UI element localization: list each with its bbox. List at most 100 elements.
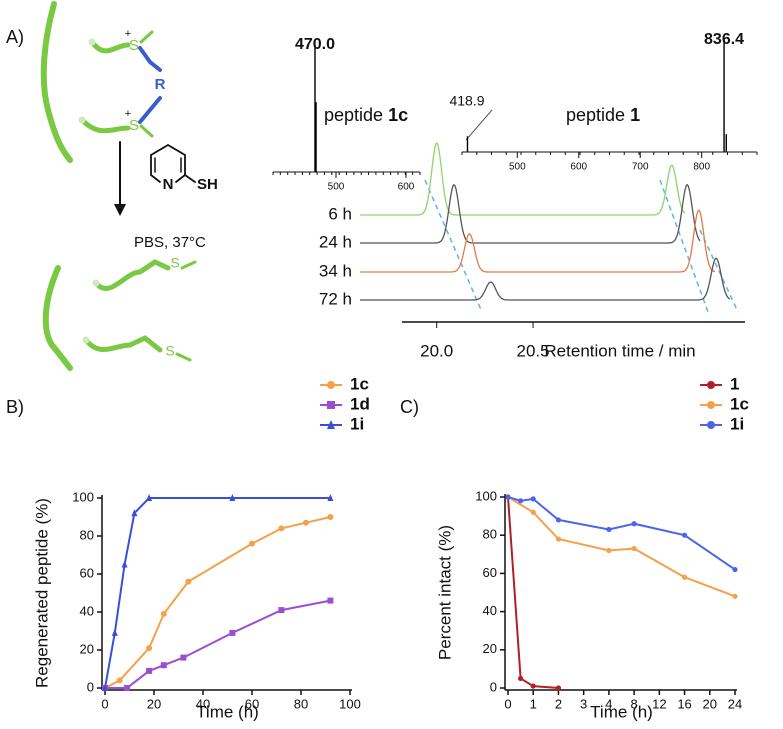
- guide-line: [424, 179, 483, 313]
- side-chain: [79, 117, 131, 134]
- marker: [302, 519, 309, 526]
- marker: [160, 610, 167, 617]
- marker: [555, 685, 562, 691]
- x-tick-label: 80: [294, 696, 308, 711]
- y-tick-label: 100: [475, 488, 497, 503]
- x-tick-label: 0: [101, 696, 108, 711]
- y-tick-label: 40: [483, 603, 497, 618]
- peptide-backbone: [42, 265, 73, 371]
- methyl: [139, 124, 154, 138]
- x-tick-label: 800: [693, 162, 710, 173]
- series-line: [105, 599, 331, 689]
- y-tick-label: 80: [483, 527, 497, 542]
- charge: +: [125, 28, 131, 40]
- sulfur: S: [129, 37, 139, 54]
- y-tick-label: 60: [483, 565, 497, 580]
- legend-label: 1d: [350, 394, 370, 413]
- marker: [606, 526, 612, 533]
- x-tick-label: 8: [630, 696, 637, 711]
- leader-line: [465, 109, 493, 141]
- trace: [360, 142, 686, 216]
- marker: [229, 629, 236, 636]
- series-line: [104, 516, 331, 689]
- x-tick-label: 600: [570, 162, 587, 173]
- x-tick-label: 24: [728, 696, 742, 711]
- y-tick-label: 0: [490, 679, 497, 694]
- side-chain: [83, 335, 163, 353]
- x-tick-label: 20.0: [420, 341, 453, 360]
- marker: [180, 654, 187, 661]
- y-tick-label: 100: [72, 489, 94, 504]
- x-tick-label: 12: [652, 696, 666, 711]
- x-axis-label: Time (h): [590, 702, 653, 721]
- trace: [360, 183, 701, 244]
- marker: [102, 684, 108, 691]
- marker: [111, 628, 118, 636]
- legend-marker: [707, 381, 715, 389]
- marker: [681, 532, 688, 538]
- arrow-head: [114, 204, 126, 216]
- legend-label: 1i: [350, 414, 364, 433]
- marker: [116, 677, 123, 684]
- x-tick-label: 500: [509, 162, 526, 173]
- legend-marker: [707, 421, 715, 429]
- x-axis-label: Time (h): [196, 702, 259, 721]
- x-axis-label: Retention time / min: [544, 341, 695, 360]
- marker: [146, 494, 153, 501]
- sulfur: S: [165, 343, 174, 359]
- peptide-backbone: [40, 1, 73, 163]
- marker: [606, 547, 612, 554]
- marker: [327, 514, 334, 520]
- title-text: peptide: [566, 105, 625, 125]
- legend-marker: [327, 401, 335, 409]
- alpha-carbon: [82, 336, 90, 344]
- x-tick-label: 700: [632, 162, 649, 173]
- marker: [555, 536, 562, 542]
- x-tick-label: 4: [605, 696, 612, 711]
- marker: [160, 662, 167, 669]
- x-tick-label: 20: [147, 696, 161, 711]
- marker: [732, 566, 738, 573]
- peak-label: 470.0: [295, 36, 335, 53]
- y-tick-label: 80: [80, 527, 94, 542]
- marker: [518, 675, 524, 682]
- x-tick-label: 600: [398, 182, 415, 193]
- y-tick-label: 20: [80, 641, 94, 656]
- legend-label: 1c: [730, 394, 749, 413]
- spectrum-title: peptide 1c: [324, 105, 408, 125]
- pyridine-ring: [150, 144, 196, 183]
- legend-label: 1i: [730, 414, 744, 433]
- methyl: [175, 260, 197, 362]
- trace: [360, 209, 716, 273]
- legend-marker: [327, 420, 335, 429]
- spectrum-title: peptide 1: [566, 105, 640, 125]
- marker: [681, 574, 688, 580]
- marker: [146, 667, 153, 674]
- alpha-carbon: [92, 279, 100, 287]
- peak-label: 836.4: [704, 31, 744, 48]
- x-tick-label: 500: [328, 182, 345, 193]
- marker: [631, 521, 637, 527]
- double-bond: [154, 157, 182, 173]
- x-tick-label: 3: [580, 696, 587, 711]
- x-tick-label: 60: [245, 696, 259, 711]
- marker: [631, 545, 637, 552]
- y-tick-label: 60: [80, 565, 94, 580]
- charge: +: [125, 108, 131, 120]
- y-axis-label: Regenerated peptide (%): [32, 498, 51, 688]
- x-tick-label: 20.5: [516, 341, 549, 360]
- x-tick-label: 16: [677, 696, 691, 711]
- trace: [360, 257, 731, 301]
- marker: [124, 685, 131, 691]
- linker: [138, 46, 162, 124]
- marker: [327, 494, 334, 501]
- legend-marker: [707, 401, 715, 409]
- title-compound: 1c: [388, 105, 408, 125]
- marker: [121, 560, 128, 568]
- trace-label: 6 h: [328, 204, 352, 223]
- marker: [518, 498, 524, 504]
- side-chain: [89, 39, 131, 54]
- alpha-carbon: [78, 116, 86, 124]
- series-line: [507, 496, 559, 689]
